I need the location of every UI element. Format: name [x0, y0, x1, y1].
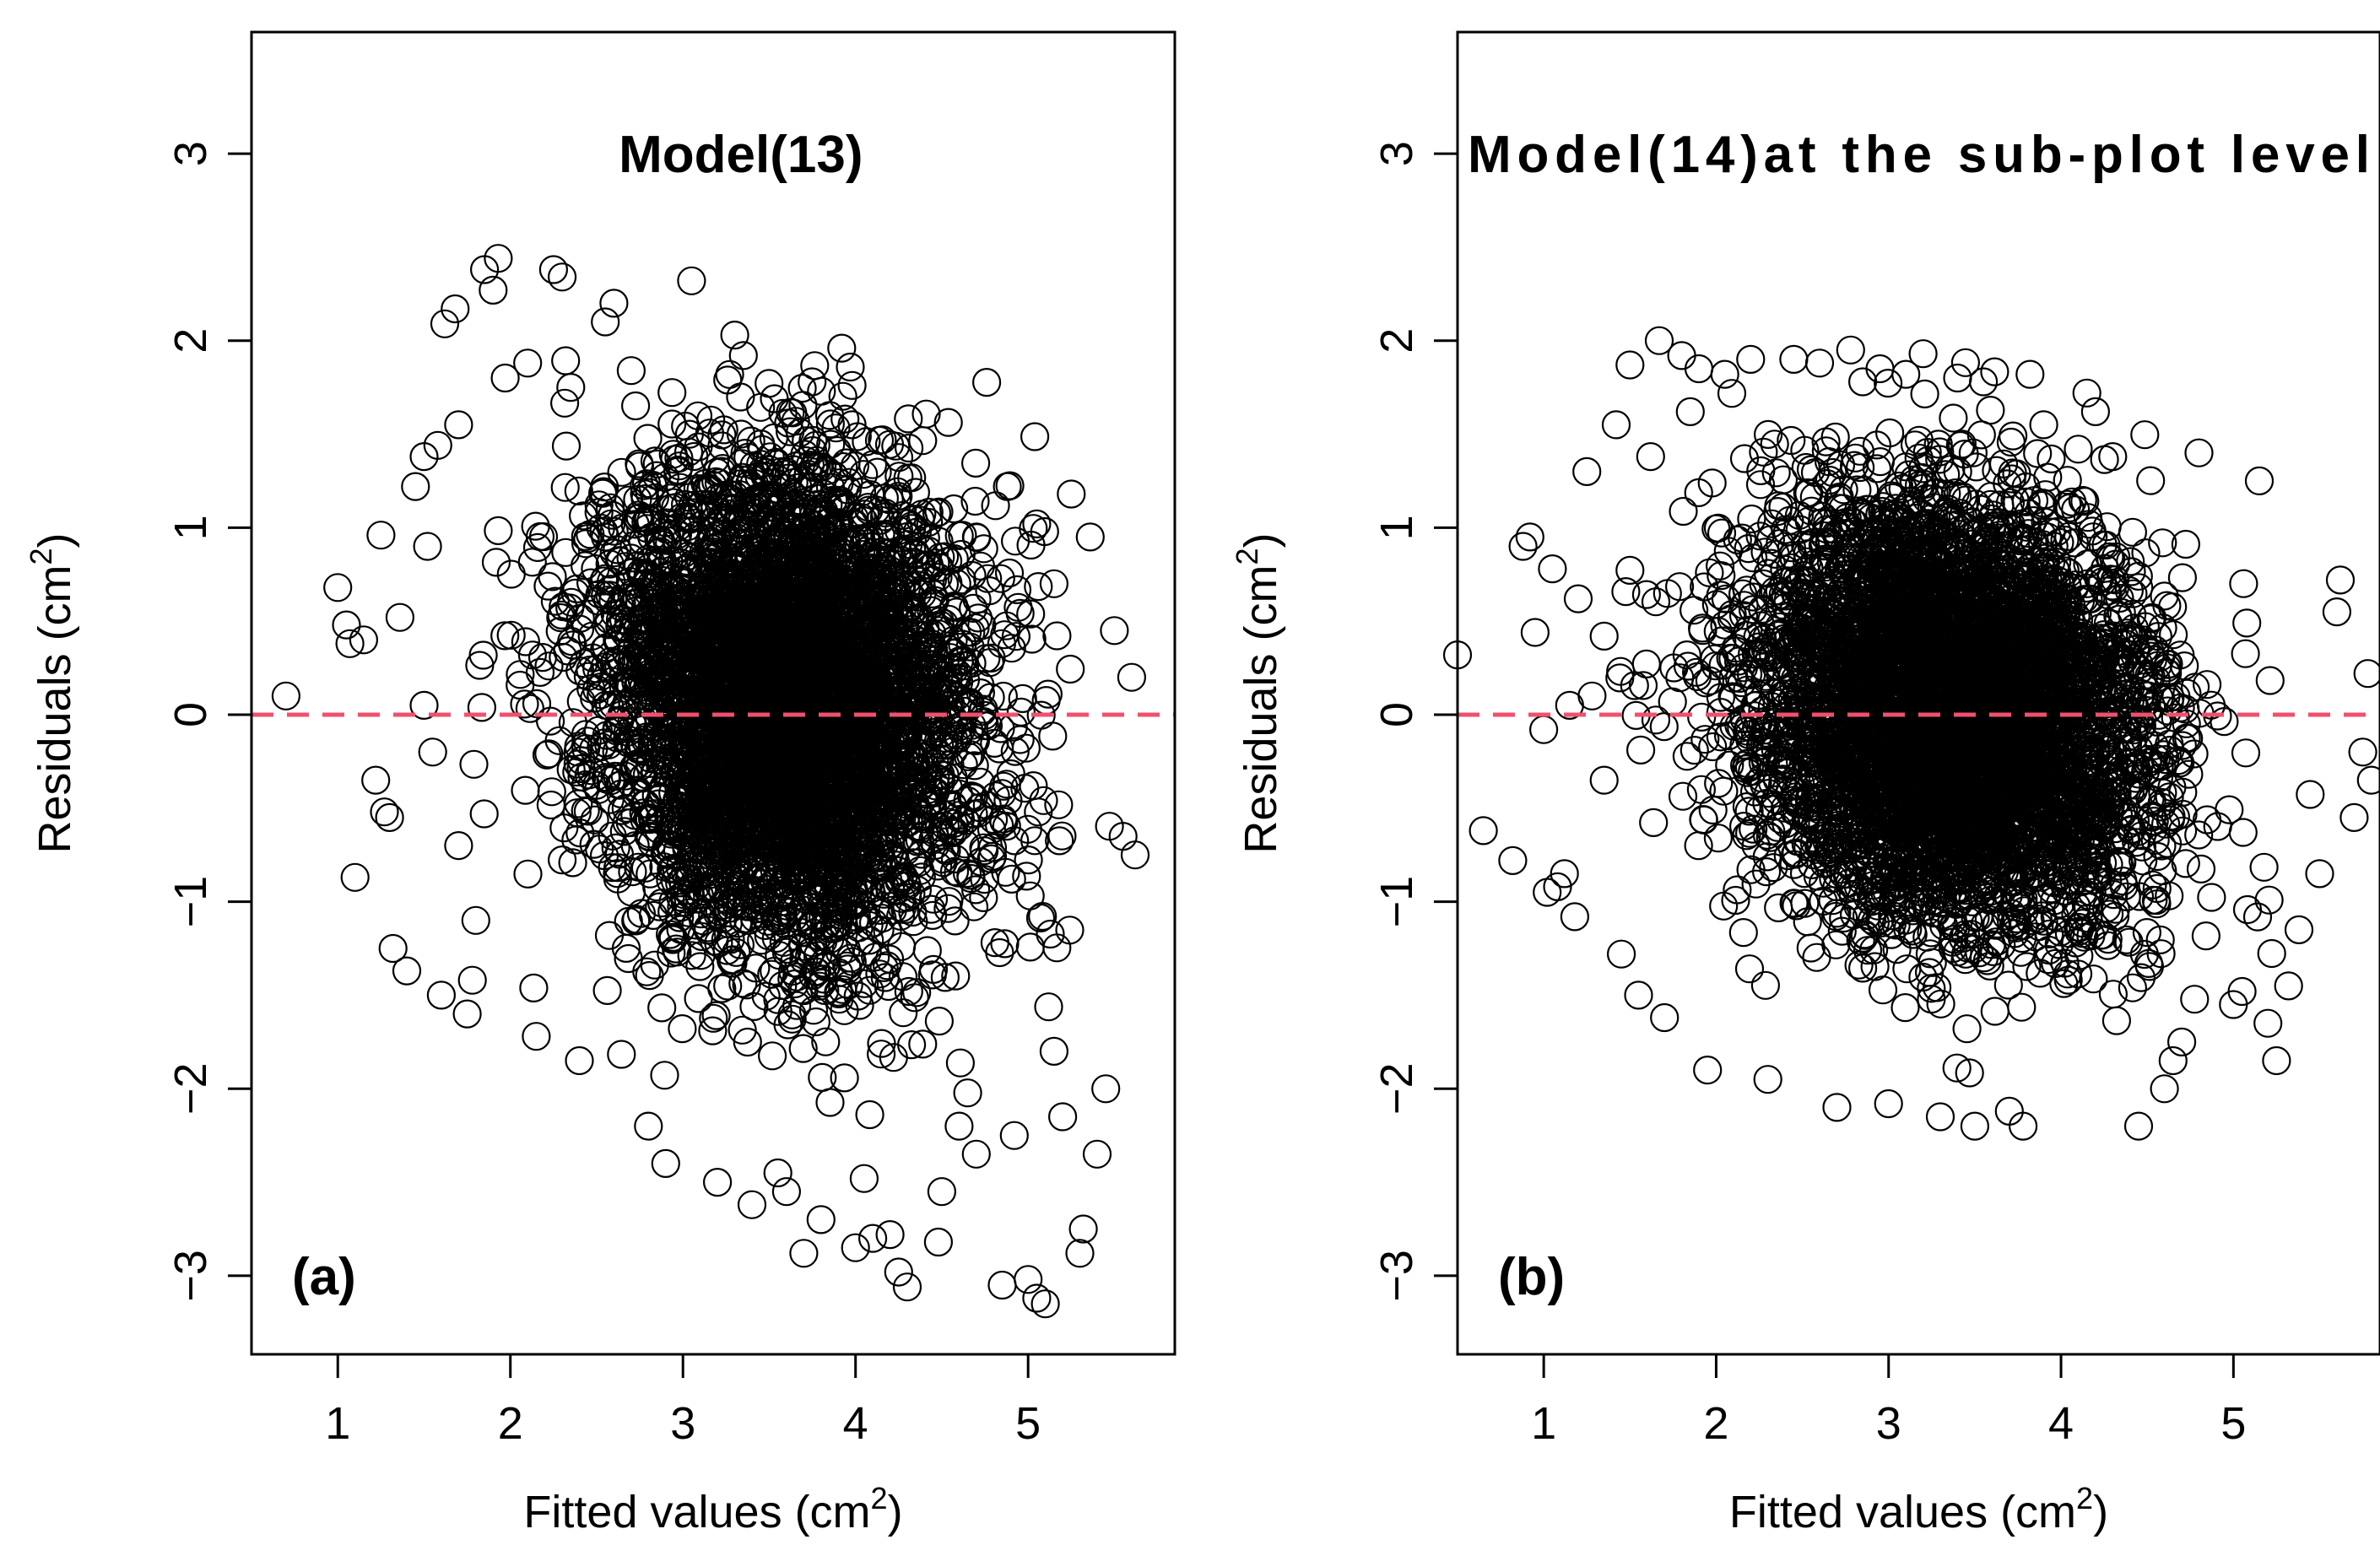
panel-a-point: [801, 1007, 831, 1037]
panel-a-point: [1020, 422, 1050, 451]
panel-a-point: [945, 1048, 976, 1078]
panel-a-point: [728, 1015, 757, 1045]
panel-a-point: [922, 498, 952, 528]
panel-a-point: [866, 1040, 896, 1069]
panel-a-point: [984, 734, 1014, 764]
panel-a-point: [837, 370, 867, 400]
panel-a-point: [684, 984, 713, 1013]
panel-a-point: [490, 621, 520, 651]
panel-a-point: [607, 457, 636, 487]
panel-a-point: [513, 859, 543, 889]
panel-a-point: [594, 921, 625, 950]
panel-a-point: [1019, 770, 1048, 801]
panel-a-point: [1038, 721, 1068, 751]
panel-a-point: [1024, 571, 1053, 602]
panel-a-point: [1042, 621, 1072, 651]
panel-a-point: [511, 627, 541, 656]
panel-a-point: [701, 1001, 731, 1030]
panel-a-point: [855, 1099, 884, 1130]
panel-a-point: [668, 1013, 697, 1044]
panel-a-point: [650, 1061, 679, 1090]
panel-a-point: [868, 425, 897, 455]
panel-a-point: [633, 424, 663, 453]
panel-a-point: [830, 1063, 859, 1093]
panel-a-points: [271, 244, 1150, 1319]
panel-a-point: [971, 368, 1002, 397]
panel-a-point: [933, 408, 963, 437]
panel-a-point: [620, 391, 651, 421]
panel-a-point: [960, 448, 991, 478]
panel-a-point: [1001, 622, 1031, 651]
panel-a-point: [534, 651, 564, 681]
panel-a-point: [1029, 786, 1058, 815]
panel-a-point: [1044, 790, 1074, 819]
panel-a-point: [757, 1041, 787, 1071]
panel-a-point: [981, 491, 1010, 521]
panel-a-point: [1047, 821, 1077, 851]
panel-a-point: [953, 1078, 982, 1108]
panel-a-point: [988, 681, 1019, 711]
panel-a-point: [942, 569, 971, 598]
panel-a-point: [538, 562, 567, 592]
panel-a-point: [685, 952, 715, 981]
panel-a-point: [1028, 901, 1057, 932]
panel-a-point: [551, 346, 581, 375]
panel-a-point: [788, 1034, 818, 1063]
panel-a-point: [911, 399, 941, 429]
panel-a-point: [519, 973, 549, 1003]
panel-a-point: [1056, 654, 1085, 684]
panel-a-point: [506, 660, 535, 689]
panel-a-point: [815, 1088, 845, 1117]
panel-a-point: [912, 936, 942, 965]
panel-a-point: [642, 449, 672, 479]
panel-a-point: [547, 845, 577, 875]
panel-a-point: [677, 941, 706, 970]
panel-a-point: [469, 799, 499, 829]
panel-a-point: [459, 749, 489, 779]
panel-a-point: [836, 352, 865, 382]
panel-a-point: [592, 975, 622, 1006]
panel-a-point: [1034, 992, 1063, 1022]
panel-a-point: [540, 586, 571, 616]
panel-a-point: [924, 1006, 955, 1036]
panel-a-point: [527, 642, 558, 673]
panel-a-point: [647, 993, 677, 1023]
panel-a-point: [625, 451, 655, 481]
panel-a-point: [1025, 903, 1056, 933]
panel-a-point: [1015, 932, 1045, 962]
panel-a-point: [465, 651, 495, 680]
panel-a-point: [607, 1040, 636, 1069]
panel-a-point: [611, 933, 641, 964]
panel-a-point: [484, 516, 513, 546]
panel-a-point: [481, 548, 511, 577]
panel-a-point: [894, 404, 923, 434]
panel-a-point: [1017, 624, 1047, 654]
panel-a-point: [994, 558, 1025, 588]
panel-a-point: [549, 388, 580, 418]
panel-a-point: [869, 953, 899, 982]
panel-a-point: [1014, 845, 1043, 875]
panel-a-point: [515, 694, 545, 723]
panel-a-point: [1055, 916, 1085, 945]
panel-a-point: [938, 494, 969, 524]
panel-a-point: [657, 378, 687, 408]
panel-a-point: [511, 775, 540, 805]
panel-a-point: [467, 693, 497, 722]
panel-a-point: [995, 471, 1025, 500]
panel-a-point: [777, 1004, 807, 1034]
panel-a-point: [755, 369, 784, 398]
panel-a-point: [949, 696, 978, 726]
panel-a-point: [551, 431, 581, 461]
panel-a-point: [550, 473, 580, 502]
panel-a-point: [496, 620, 526, 650]
panel-a-point: [787, 374, 817, 403]
panel-a-point: [698, 1016, 728, 1045]
panel-a-point: [726, 382, 755, 412]
panel-a-point: [517, 548, 547, 577]
panel-a-point: [1036, 919, 1065, 949]
